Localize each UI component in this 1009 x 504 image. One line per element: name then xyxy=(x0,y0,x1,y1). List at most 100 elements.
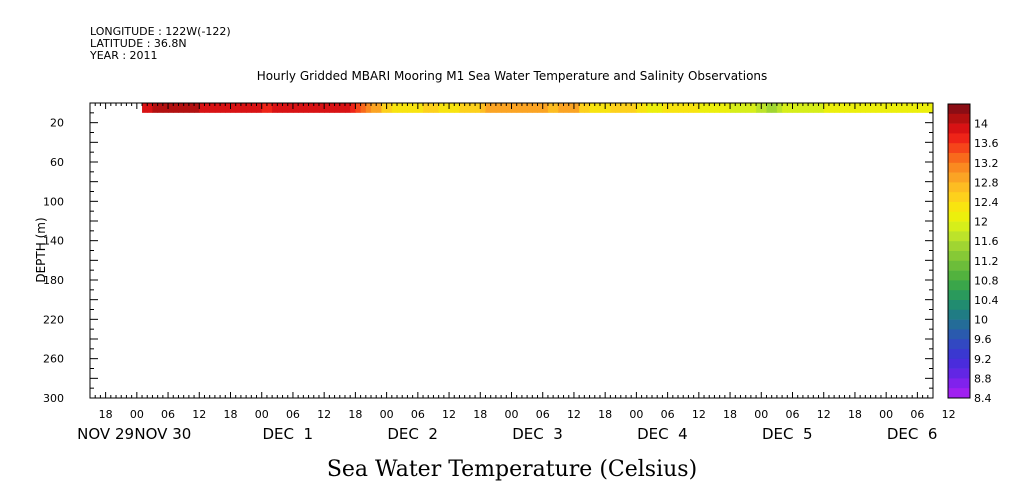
heatmap-cell xyxy=(532,103,538,113)
y-tick-label: 20 xyxy=(50,117,64,130)
heatmap-cell xyxy=(594,103,601,113)
x-tick-label: 18 xyxy=(99,408,113,421)
colorbar-swatch xyxy=(948,251,970,262)
heatmap-cell xyxy=(438,103,445,113)
heatmap-cell xyxy=(615,103,622,113)
colorbar-frame xyxy=(947,103,971,399)
heatmap-cell xyxy=(433,103,440,113)
heatmap-cell xyxy=(922,103,929,113)
heatmap-cell xyxy=(371,103,377,113)
heatmap-cell xyxy=(823,103,830,113)
heatmap-cell xyxy=(152,103,159,113)
heatmap-cell xyxy=(724,103,731,113)
colorbar-swatch xyxy=(948,123,970,134)
x-tick-label: 18 xyxy=(224,408,238,421)
heatmap-cell xyxy=(610,103,616,113)
heatmap-cell xyxy=(204,103,211,113)
x-tick-label: 00 xyxy=(754,408,768,421)
heatmap-cell xyxy=(745,103,752,113)
x-day-label: NOV 29 xyxy=(77,425,134,443)
heatmap-cell xyxy=(168,103,174,113)
heatmap-cell xyxy=(449,103,455,113)
heatmap-cell xyxy=(350,103,356,113)
x-day-label: DEC 5 xyxy=(762,425,813,443)
heatmap-cell xyxy=(735,103,741,113)
heatmap-cell xyxy=(870,103,877,113)
x-day-label: DEC 6 xyxy=(887,425,938,443)
heatmap-cell xyxy=(329,103,335,113)
colorbar-label: 10.8 xyxy=(974,274,999,287)
heatmap-cell xyxy=(459,103,466,113)
longitude-label: LONGITUDE : 122W(-122) xyxy=(90,25,231,38)
heatmap-cell xyxy=(782,103,788,113)
heatmap-cell xyxy=(605,103,611,113)
x-tick-label: 12 xyxy=(192,408,206,421)
heatmap-cell xyxy=(906,103,913,113)
heatmap-cell xyxy=(912,103,918,113)
heatmap-cell xyxy=(391,103,398,113)
colorbar-swatch xyxy=(948,309,970,320)
heatmap-cell xyxy=(584,103,590,113)
x-tick-label: 06 xyxy=(661,408,675,421)
heatmap-cell xyxy=(480,103,486,113)
colorbar-labels: 14 13.6 13.2 12.8 12.4 12 11.6 11.2 10.8 10.4 10 9.… xyxy=(974,118,999,405)
x-day-label: DEC 1 xyxy=(262,425,313,443)
y-tick-label: 180 xyxy=(43,274,64,287)
heatmap-cell xyxy=(688,103,695,113)
heatmap-cell xyxy=(511,103,518,113)
heatmap-cell xyxy=(886,103,892,113)
heatmap-cell xyxy=(896,103,903,113)
x-day-label: NOV 30 xyxy=(134,425,191,443)
heatmap-cell xyxy=(776,103,783,113)
x-tick-label: 12 xyxy=(442,408,456,421)
heatmap-cell xyxy=(469,103,476,113)
y-tick-label: 100 xyxy=(43,195,64,208)
heatmap-cell xyxy=(157,103,164,113)
heatmap-cell xyxy=(761,103,767,113)
heatmap-cell xyxy=(454,103,460,113)
heatmap-cell xyxy=(834,103,840,113)
heatmap-cell xyxy=(563,103,570,113)
x-axis-labels: 18 00 06 12 18 00 06 12 18 00 06 12 18 00 06 12 18 00 06 12… xyxy=(77,408,955,443)
heatmap-cell xyxy=(256,103,263,113)
x-tick-label: 18 xyxy=(348,408,362,421)
heatmap-cell xyxy=(698,103,705,113)
y-axis-ticks xyxy=(90,112,933,389)
heatmap-cell xyxy=(854,103,861,113)
colorbar-swatch xyxy=(948,153,970,164)
heatmap-cell xyxy=(360,103,367,113)
heatmap-cell xyxy=(537,103,544,113)
heatmap-cell xyxy=(740,103,747,113)
heatmap-cell xyxy=(657,103,663,113)
x-day-label: DEC 2 xyxy=(387,425,438,443)
colorbar-swatch xyxy=(948,260,970,271)
colorbar-swatch xyxy=(948,192,970,203)
heatmap-cell xyxy=(292,103,299,113)
heatmap-cell xyxy=(495,103,502,113)
x-tick-label: 12 xyxy=(317,408,331,421)
heatmap-cell xyxy=(214,103,221,113)
y-axis-title: DEPTH (m) xyxy=(34,217,48,282)
x-tick-label: 00 xyxy=(879,408,893,421)
colorbar-swatch xyxy=(948,162,970,173)
colorbar-swatch xyxy=(948,290,970,301)
heatmap-cell xyxy=(240,103,247,113)
heatmap-cell xyxy=(485,103,492,113)
heatmap-cell xyxy=(860,103,866,113)
colorbar-label: 10 xyxy=(974,314,988,327)
heatmap-cell xyxy=(631,103,637,113)
colorbar-label: 9.6 xyxy=(974,333,992,346)
colorbar-swatch xyxy=(948,143,970,154)
x-tick-label: 06 xyxy=(161,408,175,421)
heatmap-cell xyxy=(891,103,897,113)
heatmap-cell xyxy=(880,103,887,113)
heatmap-cell xyxy=(766,103,773,113)
colorbar-label: 11.2 xyxy=(974,255,999,268)
x-tick-label: 12 xyxy=(692,408,706,421)
heatmap-cell xyxy=(792,103,799,113)
heatmap-cell xyxy=(318,103,325,113)
heatmap-cell xyxy=(412,103,419,113)
heatmap-cell xyxy=(287,103,294,113)
heatmap-cell xyxy=(324,103,330,113)
heatmap-cell xyxy=(683,103,689,113)
